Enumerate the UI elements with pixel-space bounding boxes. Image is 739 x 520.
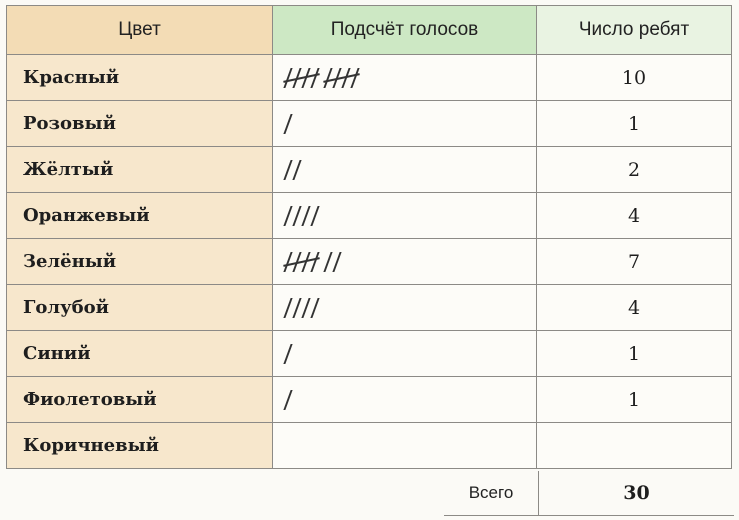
- header-count: Число ребят: [536, 5, 732, 55]
- tally-group: [283, 251, 320, 273]
- tally-group: [283, 343, 293, 365]
- tally-group: [283, 159, 302, 181]
- color-name-cell: Коричневый: [6, 422, 273, 469]
- tally-group: [283, 205, 320, 227]
- tally-cell: [272, 376, 537, 423]
- tally-cell: [272, 238, 537, 285]
- color-name-cell: Жёлтый: [6, 146, 273, 193]
- total-value: 30: [538, 471, 734, 516]
- color-name-cell: Оранжевый: [6, 192, 273, 239]
- count-cell: 2: [536, 146, 732, 193]
- tally-marks: [283, 385, 293, 415]
- total-label: Всего: [444, 471, 538, 516]
- tally-group: [323, 67, 360, 89]
- tally-stroke: [283, 343, 293, 364]
- count-cell: [536, 422, 732, 469]
- tally-group: [283, 67, 320, 89]
- tally-stroke: [283, 67, 293, 88]
- tally-marks: [283, 63, 360, 93]
- count-cell: 1: [536, 100, 732, 147]
- tally-stroke: [310, 205, 320, 226]
- tally-marks: [283, 155, 302, 185]
- tally-marks: [283, 109, 293, 139]
- tally-stroke: [292, 205, 302, 226]
- tally-group: [283, 389, 293, 411]
- tally-cell: [272, 54, 537, 101]
- tally-cell: [272, 330, 537, 377]
- count-cell: 1: [536, 376, 732, 423]
- tally-cell: [272, 146, 537, 193]
- table-row: Красный 10: [6, 54, 732, 101]
- count-cell: 10: [536, 54, 732, 101]
- count-cell: 7: [536, 238, 732, 285]
- tally-stroke: [292, 297, 302, 318]
- total-row: Всего 30: [444, 471, 734, 516]
- tally-stroke: [283, 389, 293, 410]
- table-row: Коричневый: [6, 422, 732, 469]
- tally-cell: [272, 284, 537, 331]
- tally-stroke: [323, 251, 333, 272]
- tally-stroke: [310, 251, 320, 272]
- table-row: Розовый 1: [6, 100, 732, 147]
- table-row: Фиолетовый 1: [6, 376, 732, 423]
- tally-marks: [283, 201, 320, 231]
- tally-stroke: [283, 159, 293, 180]
- tally-marks: [283, 247, 342, 277]
- table-row: Зелёный 7: [6, 238, 732, 285]
- tally-stroke: [283, 251, 293, 272]
- tally-cell: [272, 100, 537, 147]
- table-row: Оранжевый 4: [6, 192, 732, 239]
- tally-marks: [283, 339, 293, 369]
- tally-group: [283, 297, 320, 319]
- tally-cell: [272, 192, 537, 239]
- tally-stroke: [332, 251, 342, 272]
- tally-stroke: [323, 67, 333, 88]
- tally-cell: [272, 422, 537, 469]
- table-row: Жёлтый 2: [6, 146, 732, 193]
- tally-stroke: [292, 159, 302, 180]
- tally-marks: [283, 293, 320, 323]
- count-cell: 4: [536, 192, 732, 239]
- tally-stroke: [310, 67, 320, 88]
- vote-table: Цвет Подсчёт голосов Число ребят Красный…: [6, 5, 732, 469]
- color-name-cell: Красный: [6, 54, 273, 101]
- tally-stroke: [301, 297, 311, 318]
- color-name-cell: Голубой: [6, 284, 273, 331]
- tally-group: [323, 251, 342, 273]
- tally-stroke: [283, 297, 293, 318]
- color-name-cell: Розовый: [6, 100, 273, 147]
- count-cell: 4: [536, 284, 732, 331]
- color-name-cell: Синий: [6, 330, 273, 377]
- color-name-cell: Фиолетовый: [6, 376, 273, 423]
- tally-stroke: [350, 67, 360, 88]
- count-cell: 1: [536, 330, 732, 377]
- tally-group: [283, 113, 293, 135]
- header-color: Цвет: [6, 5, 273, 55]
- table-row: Голубой 4: [6, 284, 732, 331]
- tally-stroke: [283, 205, 293, 226]
- tally-stroke: [301, 205, 311, 226]
- tally-stroke: [310, 297, 320, 318]
- color-name-cell: Зелёный: [6, 238, 273, 285]
- header-row: Цвет Подсчёт голосов Число ребят: [6, 5, 732, 55]
- tally-stroke: [283, 113, 293, 134]
- header-tally: Подсчёт голосов: [272, 5, 537, 55]
- table-row: Синий 1: [6, 330, 732, 377]
